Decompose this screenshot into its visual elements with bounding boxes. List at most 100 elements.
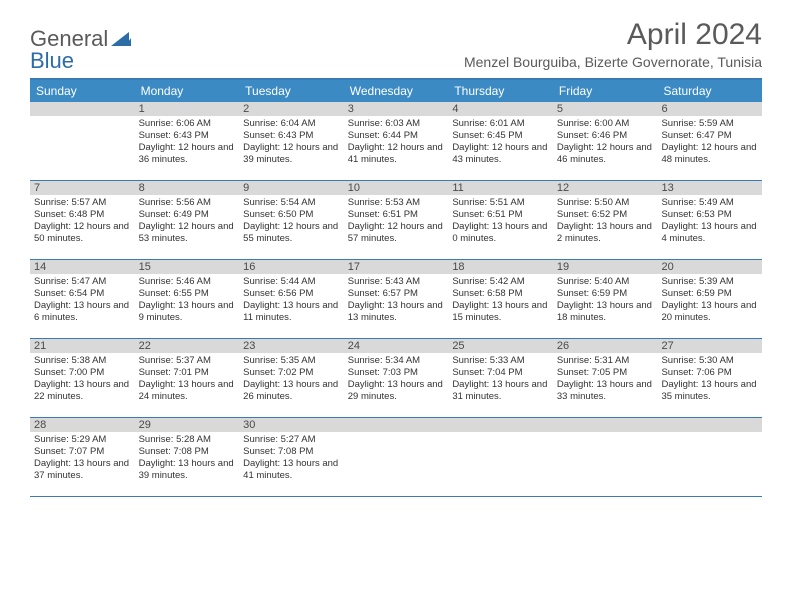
sunrise-line: Sunrise: 5:39 AM: [661, 276, 758, 288]
day-body: Sunrise: 5:40 AMSunset: 6:59 PMDaylight:…: [553, 274, 658, 328]
sunrise-line: Sunrise: 5:37 AM: [139, 355, 236, 367]
logo-line2: Blue: [30, 48, 74, 74]
day-header-row: SundayMondayTuesdayWednesdayThursdayFrid…: [30, 80, 762, 102]
sunrise-line: Sunrise: 5:59 AM: [661, 118, 758, 130]
daylight-line: Daylight: 13 hours and 13 minutes.: [348, 300, 445, 324]
day-body: Sunrise: 5:27 AMSunset: 7:08 PMDaylight:…: [239, 432, 344, 486]
day-cell: 21Sunrise: 5:38 AMSunset: 7:00 PMDayligh…: [30, 339, 135, 417]
sunset-line: Sunset: 6:59 PM: [557, 288, 654, 300]
daylight-line: Daylight: 13 hours and 15 minutes.: [452, 300, 549, 324]
sunset-line: Sunset: 6:57 PM: [348, 288, 445, 300]
day-body: Sunrise: 5:31 AMSunset: 7:05 PMDaylight:…: [553, 353, 658, 407]
day-number: 18: [448, 260, 553, 274]
day-header-friday: Friday: [553, 80, 658, 102]
day-cell: 8Sunrise: 5:56 AMSunset: 6:49 PMDaylight…: [135, 181, 240, 259]
day-body: Sunrise: 5:57 AMSunset: 6:48 PMDaylight:…: [30, 195, 135, 249]
day-body: Sunrise: 5:53 AMSunset: 6:51 PMDaylight:…: [344, 195, 449, 249]
day-header-sunday: Sunday: [30, 80, 135, 102]
day-body: Sunrise: 5:30 AMSunset: 7:06 PMDaylight:…: [657, 353, 762, 407]
day-number: 20: [657, 260, 762, 274]
day-number: 6: [657, 102, 762, 116]
day-body: Sunrise: 5:42 AMSunset: 6:58 PMDaylight:…: [448, 274, 553, 328]
sunrise-line: Sunrise: 5:28 AM: [139, 434, 236, 446]
daylight-line: Daylight: 12 hours and 41 minutes.: [348, 142, 445, 166]
sunrise-line: Sunrise: 5:46 AM: [139, 276, 236, 288]
day-cell: 29 Sunrise: 5:28 AMSunset: 7:08 PMDayligh…: [135, 418, 240, 496]
day-number: 16: [239, 260, 344, 274]
daylight-line: Daylight: 12 hours and 57 minutes.: [348, 221, 445, 245]
day-body: Sunrise: 6:06 AMSunset: 6:43 PMDaylight:…: [135, 116, 240, 170]
day-cell: 7Sunrise: 5:57 AMSunset: 6:48 PMDaylight…: [30, 181, 135, 259]
day-number: 11: [448, 181, 553, 195]
week-row: 7Sunrise: 5:57 AMSunset: 6:48 PMDaylight…: [30, 181, 762, 260]
day-body: Sunrise: 5:37 AMSunset: 7:01 PMDaylight:…: [135, 353, 240, 407]
sunrise-line: Sunrise: 5:30 AM: [661, 355, 758, 367]
day-number: 1: [135, 102, 240, 116]
daylight-line: Daylight: 13 hours and 31 minutes.: [452, 379, 549, 403]
daylight-line: Daylight: 13 hours and 39 minutes.: [139, 458, 236, 482]
day-number: 9: [239, 181, 344, 195]
daylight-line: Daylight: 12 hours and 53 minutes.: [139, 221, 236, 245]
day-cell: 5Sunrise: 6:00 AMSunset: 6:46 PMDaylight…: [553, 102, 658, 180]
day-number: 22: [135, 339, 240, 353]
day-number: 30: [239, 418, 344, 432]
daylight-line: Daylight: 13 hours and 35 minutes.: [661, 379, 758, 403]
sunrise-line: Sunrise: 6:04 AM: [243, 118, 340, 130]
day-cell: 16Sunrise: 5:44 AMSunset: 6:56 PMDayligh…: [239, 260, 344, 338]
day-cell: [553, 418, 658, 496]
sunset-line: Sunset: 6:49 PM: [139, 209, 236, 221]
day-cell: 17Sunrise: 5:43 AMSunset: 6:57 PMDayligh…: [344, 260, 449, 338]
daylight-line: Daylight: 12 hours and 48 minutes.: [661, 142, 758, 166]
day-body: Sunrise: 5:44 AMSunset: 6:56 PMDaylight:…: [239, 274, 344, 328]
day-cell: 25Sunrise: 5:33 AMSunset: 7:04 PMDayligh…: [448, 339, 553, 417]
location-text: Menzel Bourguiba, Bizerte Governorate, T…: [464, 54, 762, 70]
day-number: 29: [135, 418, 240, 432]
day-body: Sunrise: 5:38 AMSunset: 7:00 PMDaylight:…: [30, 353, 135, 407]
day-body: Sunrise: 5:33 AMSunset: 7:04 PMDaylight:…: [448, 353, 553, 407]
week-row: 21Sunrise: 5:38 AMSunset: 7:00 PMDayligh…: [30, 339, 762, 418]
day-cell: 12Sunrise: 5:50 AMSunset: 6:52 PMDayligh…: [553, 181, 658, 259]
daylight-line: Daylight: 13 hours and 41 minutes.: [243, 458, 340, 482]
day-cell: 14Sunrise: 5:47 AMSunset: 6:54 PMDayligh…: [30, 260, 135, 338]
daylight-line: Daylight: 12 hours and 36 minutes.: [139, 142, 236, 166]
sunrise-line: Sunrise: 5:34 AM: [348, 355, 445, 367]
sunset-line: Sunset: 6:51 PM: [452, 209, 549, 221]
sunrise-line: Sunrise: 5:27 AM: [243, 434, 340, 446]
daylight-line: Daylight: 13 hours and 9 minutes.: [139, 300, 236, 324]
sunset-line: Sunset: 6:53 PM: [661, 209, 758, 221]
day-number: 17: [344, 260, 449, 274]
daylight-line: Daylight: 13 hours and 18 minutes.: [557, 300, 654, 324]
day-number: 19: [553, 260, 658, 274]
sunrise-line: Sunrise: 6:06 AM: [139, 118, 236, 130]
sunset-line: Sunset: 6:48 PM: [34, 209, 131, 221]
day-number: 12: [553, 181, 658, 195]
day-number: 7: [30, 181, 135, 195]
day-number: 21: [30, 339, 135, 353]
day-cell: 11Sunrise: 5:51 AMSunset: 6:51 PMDayligh…: [448, 181, 553, 259]
day-cell: 1Sunrise: 6:06 AMSunset: 6:43 PMDaylight…: [135, 102, 240, 180]
day-number: [448, 418, 553, 432]
day-number: 5: [553, 102, 658, 116]
day-number: 8: [135, 181, 240, 195]
sunrise-line: Sunrise: 5:42 AM: [452, 276, 549, 288]
sunrise-line: Sunrise: 5:43 AM: [348, 276, 445, 288]
day-number: 10: [344, 181, 449, 195]
sunrise-line: Sunrise: 6:03 AM: [348, 118, 445, 130]
day-body: Sunrise: 5:34 AMSunset: 7:03 PMDaylight:…: [344, 353, 449, 407]
sunset-line: Sunset: 6:59 PM: [661, 288, 758, 300]
daylight-line: Daylight: 13 hours and 4 minutes.: [661, 221, 758, 245]
week-row: 14Sunrise: 5:47 AMSunset: 6:54 PMDayligh…: [30, 260, 762, 339]
daylight-line: Daylight: 13 hours and 29 minutes.: [348, 379, 445, 403]
week-row: 28Sunrise: 5:29 AMSunset: 7:07 PMDayligh…: [30, 418, 762, 497]
day-cell: 3Sunrise: 6:03 AMSunset: 6:44 PMDaylight…: [344, 102, 449, 180]
day-body: Sunrise: 5:35 AMSunset: 7:02 PMDaylight:…: [239, 353, 344, 407]
sunrise-line: Sunrise: 5:29 AM: [34, 434, 131, 446]
page-header: General April 2024 Menzel Bourguiba, Biz…: [30, 18, 762, 70]
day-body: Sunrise: 5:43 AMSunset: 6:57 PMDaylight:…: [344, 274, 449, 328]
sunset-line: Sunset: 7:08 PM: [139, 446, 236, 458]
day-body: Sunrise: 5:50 AMSunset: 6:52 PMDaylight:…: [553, 195, 658, 249]
day-number: 24: [344, 339, 449, 353]
daylight-line: Daylight: 13 hours and 22 minutes.: [34, 379, 131, 403]
day-number: [657, 418, 762, 432]
day-cell: 30Sunrise: 5:27 AMSunset: 7:08 PMDayligh…: [239, 418, 344, 496]
